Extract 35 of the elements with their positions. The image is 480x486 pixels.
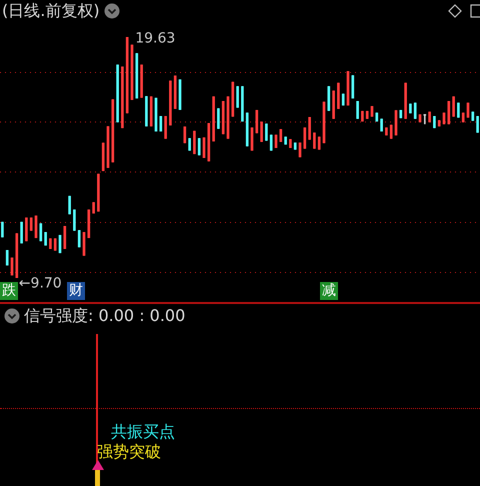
chart-title: (日线.前复权) (2, 0, 100, 22)
candlestick (457, 102, 460, 118)
candlestick (270, 134, 273, 151)
candlestick (44, 232, 47, 246)
candlestick (188, 138, 191, 151)
candlestick (49, 238, 52, 249)
candlestick (279, 129, 282, 142)
candlestick (318, 136, 321, 150)
candlestick (428, 112, 431, 122)
candlestick (466, 102, 470, 118)
candlestick (462, 112, 465, 122)
candlestick (361, 110, 364, 122)
candlestick (418, 114, 422, 122)
candlestick (370, 106, 374, 117)
annotation: 19.63 (135, 30, 176, 47)
text: 跌 (2, 282, 16, 299)
text: 财 (69, 282, 83, 299)
candlestick (92, 202, 95, 214)
candlestick (390, 124, 393, 139)
candlestick (284, 136, 287, 145)
candlestick (438, 120, 441, 126)
annotation: ←9.70 (18, 276, 62, 292)
candlestick (385, 127, 388, 136)
candlestick (30, 217, 33, 231)
text: 减 (322, 282, 336, 299)
candlestick (342, 94, 345, 106)
candlestick (375, 112, 378, 122)
text: 信号强度: 0.00 : 0.00 (24, 306, 186, 326)
candlestick (409, 104, 412, 114)
candlestick (442, 112, 446, 124)
candlestick (471, 112, 474, 121)
candlestick (433, 116, 436, 128)
text: 共振买点 (111, 422, 175, 441)
candlestick (366, 110, 369, 119)
candlestick (1, 222, 4, 238)
